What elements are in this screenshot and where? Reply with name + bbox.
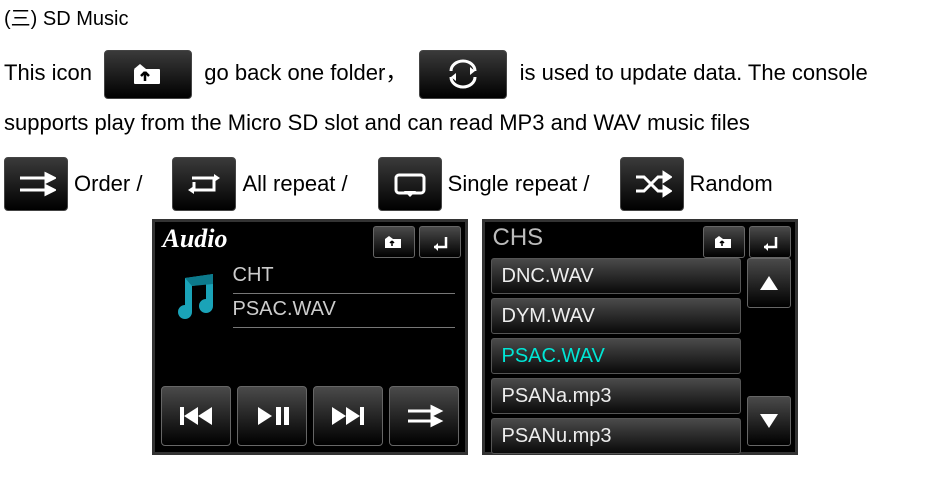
text-segment: go back one folder， <box>204 60 407 85</box>
file-row[interactable]: PSAC.WAV <box>491 338 741 374</box>
back-folder-icon[interactable] <box>703 226 745 258</box>
mode-button[interactable] <box>389 386 459 446</box>
file-row[interactable]: DYM.WAV <box>491 298 741 334</box>
prev-button[interactable] <box>161 386 231 446</box>
file-list-screenshot: CHS DNC.WAV DYM.WAV PSAC.WAV PSANa.mp3 PSANu… <box>482 219 798 455</box>
random-icon <box>620 157 684 211</box>
single-repeat-icon <box>378 157 442 211</box>
next-button[interactable] <box>313 386 383 446</box>
order-label: Order / <box>74 171 142 197</box>
text-segment: supports play from the Micro SD slot and… <box>4 110 750 135</box>
single-repeat-label: Single repeat / <box>448 171 590 197</box>
order-icon <box>4 157 68 211</box>
all-repeat-icon <box>172 157 236 211</box>
audio-title: Audio <box>163 224 228 254</box>
all-repeat-label: All repeat / <box>242 171 347 197</box>
back-icon[interactable] <box>749 226 791 258</box>
scroll-down-button[interactable] <box>747 396 791 446</box>
chs-title: CHS <box>493 224 544 252</box>
text-segment: This icon <box>4 60 92 85</box>
back-folder-icon[interactable] <box>373 226 415 258</box>
folder-entry[interactable]: CHT <box>233 260 455 294</box>
play-modes-row: Order / All repeat / Single repeat / Ran… <box>4 157 945 211</box>
audio-player-screenshot: Audio CHT PSAC.WAV <box>152 219 468 455</box>
play-pause-button[interactable] <box>237 386 307 446</box>
back-icon[interactable] <box>419 226 461 258</box>
refresh-icon <box>419 50 507 99</box>
back-folder-icon <box>104 50 192 99</box>
random-label: Random <box>690 171 773 197</box>
file-row[interactable]: PSANu.mp3 <box>491 418 741 454</box>
scroll-up-button[interactable] <box>747 258 791 308</box>
description-paragraph: This icon go back one folder， is used to… <box>4 49 945 147</box>
file-row[interactable]: PSANa.mp3 <box>491 378 741 414</box>
section-title: (三) SD Music <box>4 2 945 31</box>
file-row[interactable]: DNC.WAV <box>491 258 741 294</box>
text-segment: is used to update data. The console <box>520 60 868 85</box>
file-entry[interactable]: PSAC.WAV <box>233 294 455 328</box>
